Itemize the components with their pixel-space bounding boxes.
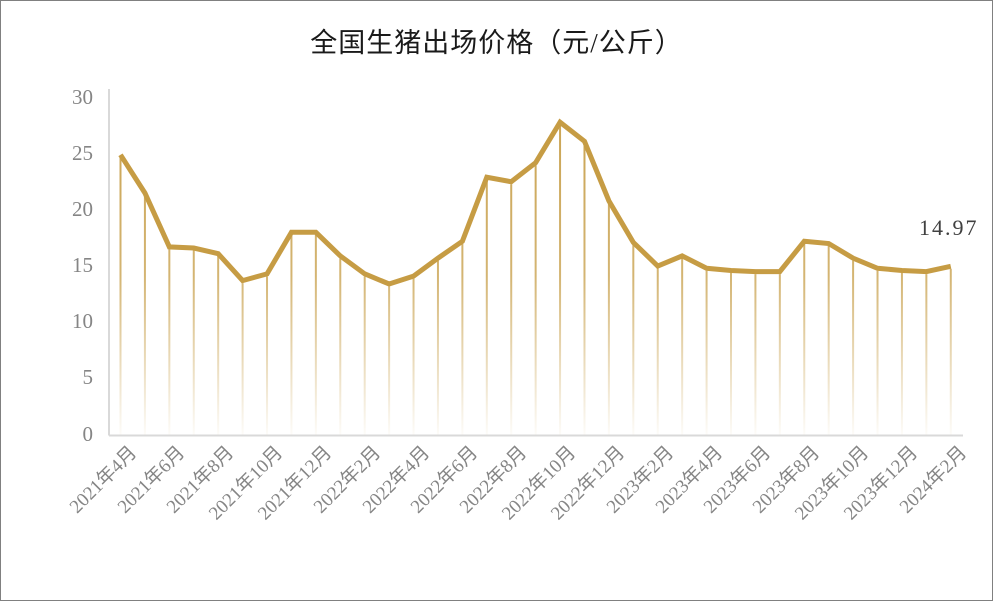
y-axis-tick-label: 5: [82, 365, 94, 390]
y-axis-tick-label: 15: [72, 253, 93, 277]
y-axis-tick-label: 10: [72, 309, 93, 334]
drop-lines: [119, 124, 952, 435]
price-line: [118, 118, 952, 287]
last-point-data-label: 14.97: [919, 215, 979, 240]
y-axis-tick-label: 0: [82, 421, 94, 446]
chart-title: 全国生猪出场价格（元/公斤）: [310, 28, 683, 58]
y-axis-tick-label: 30: [72, 84, 93, 109]
y-axis-tick-label: 25: [72, 140, 93, 165]
y-axis-tick-label: 20: [72, 196, 93, 221]
